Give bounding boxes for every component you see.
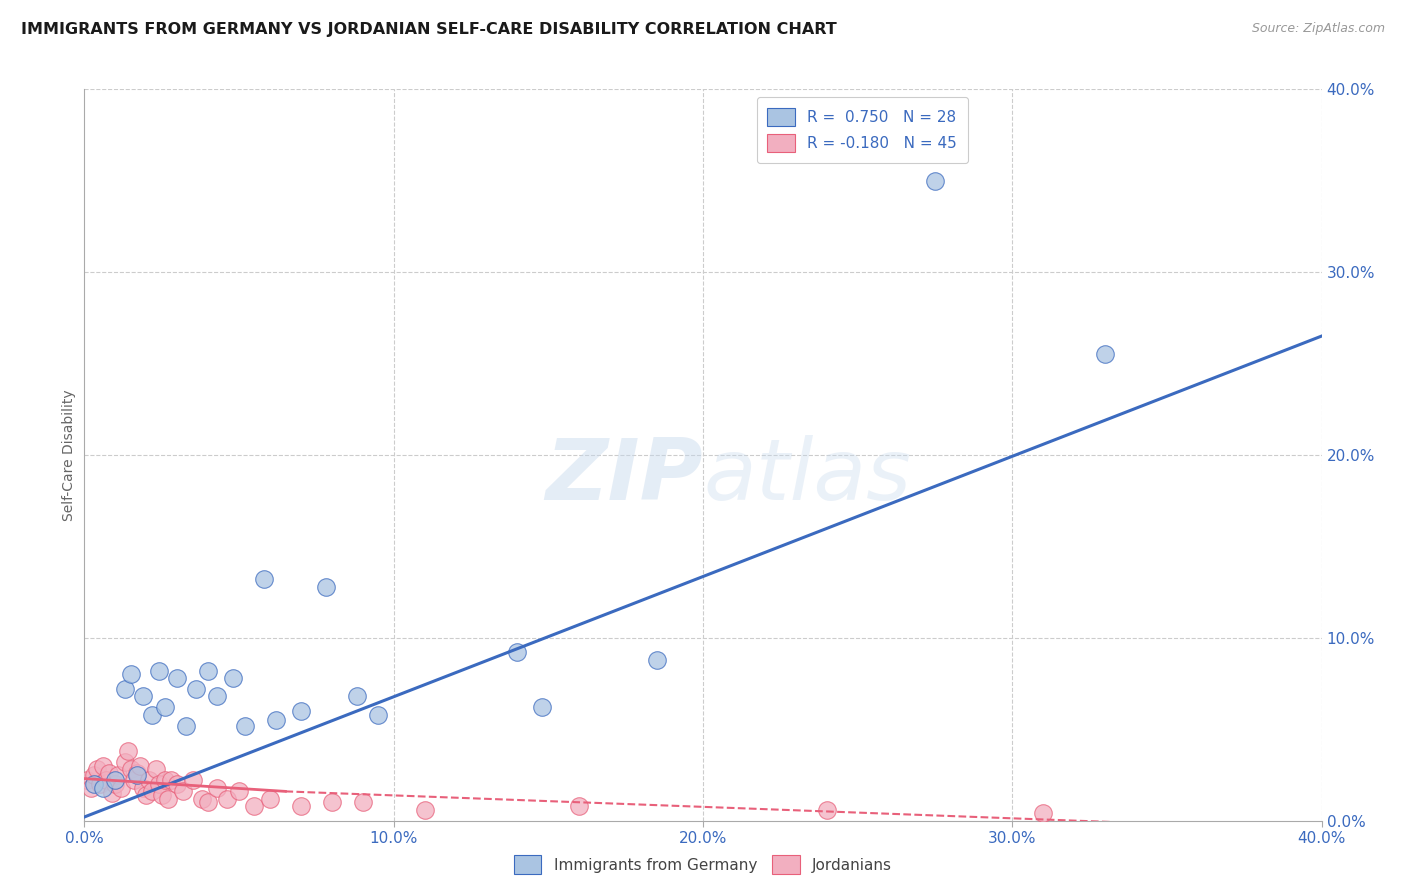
Point — [76, 773, 98, 788]
Point — [160, 773, 183, 788]
Point — [352, 796, 374, 810]
Point — [125, 768, 148, 782]
Point — [83, 777, 105, 791]
Point — [1032, 806, 1054, 821]
Point — [506, 645, 529, 659]
Point — [129, 758, 152, 772]
Point — [290, 704, 312, 718]
Point — [89, 777, 111, 791]
Point — [215, 791, 238, 805]
Text: Source: ZipAtlas.com: Source: ZipAtlas.com — [1251, 22, 1385, 36]
Point — [191, 791, 214, 805]
Point — [166, 777, 188, 791]
Point — [259, 791, 281, 805]
Point — [197, 796, 219, 810]
Point — [924, 174, 946, 188]
Legend: R =  0.750   N = 28, R = -0.180   N = 45: R = 0.750 N = 28, R = -0.180 N = 45 — [756, 97, 967, 163]
Point — [166, 671, 188, 685]
Point — [91, 758, 114, 772]
Point — [568, 799, 591, 814]
Point — [148, 664, 170, 678]
Point — [243, 799, 266, 814]
Point — [101, 786, 124, 800]
Point — [125, 766, 148, 780]
Point — [153, 773, 176, 788]
Point — [107, 768, 129, 782]
Point — [531, 700, 554, 714]
Text: ZIP: ZIP — [546, 435, 703, 518]
Point — [346, 690, 368, 704]
Point — [145, 763, 167, 777]
Point — [367, 707, 389, 722]
Point — [117, 744, 139, 758]
Point — [120, 667, 142, 681]
Point — [132, 690, 155, 704]
Point — [79, 780, 101, 795]
Point — [110, 780, 132, 795]
Point — [138, 773, 160, 788]
Point — [645, 653, 668, 667]
Y-axis label: Self-Care Disability: Self-Care Disability — [62, 389, 76, 521]
Point — [228, 784, 250, 798]
Point — [94, 773, 117, 788]
Point — [153, 700, 176, 714]
Point — [290, 799, 312, 814]
Point — [104, 777, 127, 791]
Point — [148, 777, 170, 791]
Point — [122, 773, 145, 788]
Point — [233, 718, 256, 732]
Point — [207, 690, 229, 704]
Point — [172, 784, 194, 798]
Point — [120, 763, 142, 777]
Point — [253, 572, 276, 586]
Point — [321, 796, 343, 810]
Point — [156, 791, 179, 805]
Point — [315, 580, 337, 594]
Point — [141, 784, 163, 798]
Point — [207, 780, 229, 795]
Text: IMMIGRANTS FROM GERMANY VS JORDANIAN SELF-CARE DISABILITY CORRELATION CHART: IMMIGRANTS FROM GERMANY VS JORDANIAN SEL… — [21, 22, 837, 37]
Point — [83, 768, 105, 782]
Text: atlas: atlas — [703, 435, 911, 518]
Point — [181, 773, 204, 788]
Point — [135, 788, 157, 802]
Point — [197, 664, 219, 678]
Point — [176, 718, 198, 732]
Point — [1094, 347, 1116, 361]
Point — [184, 681, 207, 696]
Point — [104, 773, 127, 788]
Point — [91, 780, 114, 795]
Point — [141, 707, 163, 722]
Point — [264, 713, 287, 727]
Point — [98, 766, 121, 780]
Point — [413, 803, 436, 817]
Point — [815, 803, 838, 817]
Point — [150, 788, 173, 802]
Point — [222, 671, 245, 685]
Point — [114, 755, 136, 769]
Point — [114, 681, 136, 696]
Point — [86, 763, 108, 777]
Point — [132, 780, 155, 795]
Legend: Immigrants from Germany, Jordanians: Immigrants from Germany, Jordanians — [508, 849, 898, 880]
